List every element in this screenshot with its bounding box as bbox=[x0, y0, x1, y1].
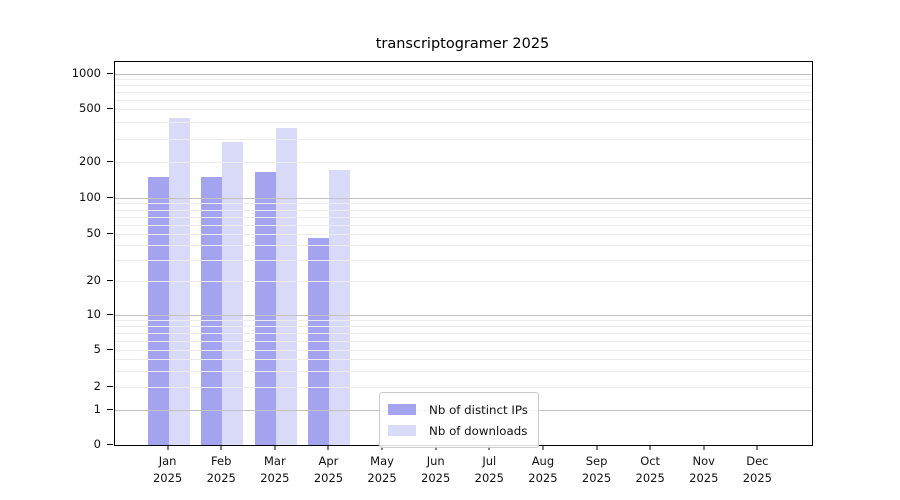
x-axis-tick-mark bbox=[649, 445, 651, 450]
gridline bbox=[115, 92, 812, 93]
bar-downloads-apr bbox=[329, 169, 351, 445]
x-axis-tick-label-jun: Jun 2025 bbox=[421, 454, 451, 485]
x-axis-tick-mark bbox=[542, 445, 544, 450]
y-axis-tick-label: 10 bbox=[86, 307, 101, 321]
x-axis-tick-mark bbox=[167, 445, 169, 450]
x-axis-tick-label-oct: Oct 2025 bbox=[635, 454, 665, 485]
y-axis-tick-label: 200 bbox=[79, 154, 101, 168]
y-axis-tick-label: 2 bbox=[93, 379, 101, 393]
bar-downloads-feb bbox=[222, 141, 244, 445]
bar-distinct-ips-jan bbox=[147, 176, 169, 445]
x-axis-tick-mark bbox=[756, 445, 758, 450]
x-axis-tick-label-dec: Dec 2025 bbox=[742, 454, 773, 485]
chart-title: transcriptogramer 2025 bbox=[375, 36, 550, 52]
gridline bbox=[115, 162, 812, 163]
legend-label: Nb of downloads bbox=[429, 423, 528, 438]
y-axis-tick-mark bbox=[107, 233, 113, 234]
x-axis-tick-mark bbox=[596, 445, 598, 450]
legend-swatch-distinct-ips bbox=[388, 404, 416, 415]
y-axis-tick-mark bbox=[107, 197, 113, 198]
bar-distinct-ips-mar bbox=[254, 172, 276, 445]
y-axis: 0 1 2 5 10 20 50 100 200 500 1000 bbox=[0, 61, 114, 451]
x-axis-tick-label-nov: Nov 2025 bbox=[689, 454, 719, 485]
y-axis-tick-mark bbox=[107, 444, 113, 445]
x-axis-tick-label-aug: Aug 2025 bbox=[528, 454, 558, 485]
y-axis-tick-label: 5 bbox=[93, 342, 101, 357]
y-axis-tick-label: 50 bbox=[86, 226, 101, 240]
y-axis-tick-mark bbox=[107, 386, 113, 387]
gridline bbox=[115, 138, 812, 140]
legend-label: Nb of distinct IPs bbox=[429, 402, 528, 417]
x-axis-tick-mark bbox=[274, 445, 276, 450]
y-axis-tick-mark bbox=[107, 107, 113, 109]
gridline bbox=[115, 73, 812, 75]
y-axis-tick-label: 20 bbox=[86, 272, 101, 287]
legend-swatch-downloads bbox=[388, 425, 416, 436]
gridline bbox=[115, 121, 812, 123]
y-axis-tick-mark bbox=[107, 408, 113, 410]
bar-distinct-ips-apr bbox=[308, 238, 330, 445]
x-axis-tick-mark bbox=[703, 445, 705, 450]
x-axis-tick-label-sep: Sep 2025 bbox=[581, 454, 612, 485]
gridline bbox=[115, 99, 812, 101]
y-axis-tick-mark bbox=[107, 349, 113, 351]
x-axis-tick-label-jul: Jul 2025 bbox=[474, 454, 504, 485]
gridline bbox=[115, 85, 812, 87]
bar-distinct-ips-feb bbox=[201, 176, 223, 445]
y-axis-tick-label: 0 bbox=[93, 437, 101, 451]
gridline bbox=[115, 108, 812, 110]
y-axis-tick-label: 500 bbox=[79, 100, 101, 115]
x-axis-tick-label-may: May 2025 bbox=[367, 454, 397, 485]
x-axis-tick-label-mar: Mar 2025 bbox=[260, 454, 290, 485]
legend-entry: Nb of distinct IPs bbox=[388, 399, 528, 420]
x-axis-tick-mark bbox=[220, 445, 222, 450]
bar-downloads-jan bbox=[168, 117, 190, 445]
gridline bbox=[115, 79, 812, 81]
y-axis-tick-label: 1 bbox=[93, 401, 101, 416]
legend-entry: Nb of downloads bbox=[388, 420, 528, 441]
y-axis-tick-label: 100 bbox=[79, 190, 101, 204]
y-axis-tick-mark bbox=[107, 72, 113, 74]
x-axis-tick-label-apr: Apr 2025 bbox=[313, 454, 344, 485]
bar-downloads-mar bbox=[275, 128, 297, 445]
x-axis-tick-mark bbox=[327, 445, 329, 450]
y-axis-tick-mark bbox=[107, 314, 113, 315]
legend: Nb of distinct IPs Nb of downloads bbox=[379, 392, 539, 448]
x-axis-tick-label-jan: Jan 2025 bbox=[152, 454, 183, 485]
x-axis: Jan 2025 Feb 2025 Mar 2025 Apr 2025 May 2025 Jun 20… bbox=[114, 445, 811, 497]
plot-area bbox=[114, 61, 813, 446]
y-axis-tick-mark bbox=[107, 161, 113, 162]
y-axis-tick-label: 1000 bbox=[71, 65, 101, 80]
y-axis-tick-mark bbox=[107, 279, 113, 281]
x-axis-tick-label-feb: Feb 2025 bbox=[206, 454, 236, 485]
